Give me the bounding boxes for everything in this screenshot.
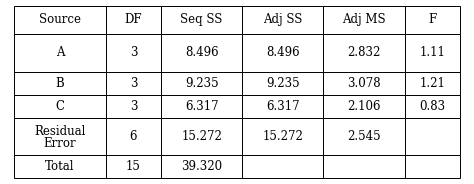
- Bar: [106, 118, 161, 155]
- Bar: [106, 155, 161, 178]
- Bar: [161, 118, 242, 155]
- Text: 3: 3: [130, 46, 137, 59]
- Text: Adj SS: Adj SS: [263, 13, 302, 26]
- Text: A: A: [56, 46, 64, 59]
- Text: Source: Source: [39, 13, 81, 26]
- Bar: [106, 95, 161, 118]
- Text: 2.545: 2.545: [347, 130, 381, 143]
- Bar: [106, 34, 161, 72]
- Bar: [405, 155, 460, 178]
- Bar: [323, 6, 405, 34]
- Text: 9.235: 9.235: [185, 77, 219, 90]
- Text: 8.496: 8.496: [266, 46, 300, 59]
- Bar: [161, 6, 242, 34]
- Bar: [405, 118, 460, 155]
- Bar: [14, 95, 106, 118]
- Text: Error: Error: [44, 137, 76, 150]
- Bar: [242, 155, 323, 178]
- Bar: [106, 6, 161, 34]
- Bar: [161, 34, 242, 72]
- Text: 2.106: 2.106: [347, 100, 381, 113]
- Text: 3.078: 3.078: [347, 77, 381, 90]
- Text: 15: 15: [126, 160, 141, 174]
- Bar: [405, 95, 460, 118]
- Text: 6.317: 6.317: [266, 100, 300, 113]
- Text: 9.235: 9.235: [266, 77, 300, 90]
- Bar: [323, 155, 405, 178]
- Text: F: F: [428, 13, 437, 26]
- Bar: [323, 72, 405, 95]
- Text: 3: 3: [130, 77, 137, 90]
- Text: 15.272: 15.272: [181, 130, 222, 143]
- Text: Total: Total: [46, 160, 75, 174]
- Bar: [405, 72, 460, 95]
- Text: 3: 3: [130, 100, 137, 113]
- Bar: [242, 34, 323, 72]
- Bar: [242, 118, 323, 155]
- Text: Adj MS: Adj MS: [342, 13, 386, 26]
- Bar: [161, 72, 242, 95]
- Text: DF: DF: [125, 13, 142, 26]
- Bar: [242, 72, 323, 95]
- Text: 8.496: 8.496: [185, 46, 219, 59]
- Bar: [323, 95, 405, 118]
- Text: 1.11: 1.11: [419, 46, 445, 59]
- Text: B: B: [56, 77, 64, 90]
- Text: 6: 6: [130, 130, 137, 143]
- Bar: [14, 6, 106, 34]
- Text: 15.272: 15.272: [263, 130, 303, 143]
- Text: 0.83: 0.83: [419, 100, 445, 113]
- Text: 1.21: 1.21: [419, 77, 445, 90]
- Text: C: C: [55, 100, 64, 113]
- Bar: [14, 72, 106, 95]
- Bar: [323, 118, 405, 155]
- Bar: [14, 155, 106, 178]
- Text: 2.832: 2.832: [347, 46, 381, 59]
- Bar: [242, 6, 323, 34]
- Bar: [323, 34, 405, 72]
- Bar: [161, 95, 242, 118]
- Text: 39.320: 39.320: [181, 160, 222, 174]
- Text: Seq SS: Seq SS: [181, 13, 223, 26]
- Bar: [106, 72, 161, 95]
- Bar: [14, 118, 106, 155]
- Bar: [242, 95, 323, 118]
- Bar: [161, 155, 242, 178]
- Text: Residual: Residual: [35, 125, 86, 138]
- Bar: [405, 6, 460, 34]
- Bar: [405, 34, 460, 72]
- Text: 6.317: 6.317: [185, 100, 219, 113]
- Bar: [14, 34, 106, 72]
